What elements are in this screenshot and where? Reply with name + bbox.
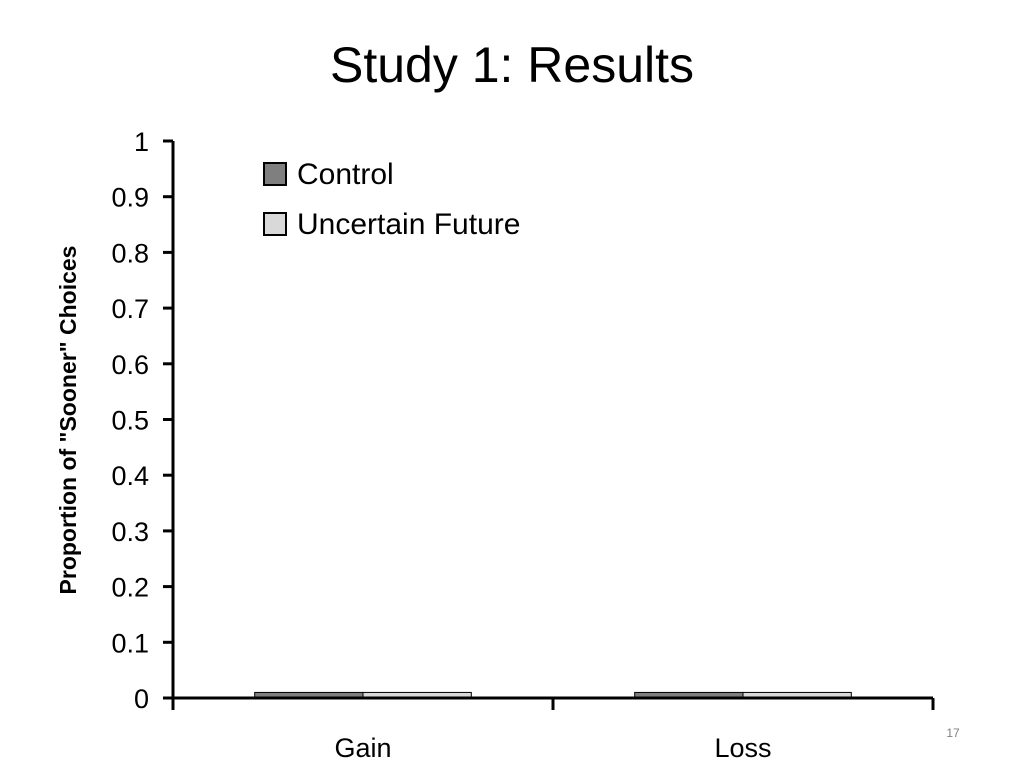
slide-title: Study 1: Results	[329, 37, 695, 93]
legend-label: Control	[297, 158, 394, 191]
legend-swatch	[263, 162, 287, 186]
chart-legend: Control Uncertain Future	[263, 158, 520, 241]
y-tick-label: 0.2	[111, 573, 149, 603]
y-tick-label: 0.1	[111, 628, 149, 658]
legend-label: Uncertain Future	[297, 208, 520, 241]
y-tick-label: 1	[134, 127, 149, 157]
y-tick-label: 0.3	[111, 517, 149, 547]
y-tick-label: 0.9	[111, 183, 149, 213]
y-tick-label: 0.5	[111, 406, 149, 436]
x-tick-label: Gain	[334, 733, 391, 763]
y-tick-label: 0.6	[111, 350, 149, 380]
y-axis-ticks: 0 0.1 0.2 0.3 0.4 0.5 0.6 0.7 0.8 0.9 1	[111, 127, 173, 714]
y-tick-label: 0	[134, 684, 149, 714]
y-tick-label: 0.7	[111, 294, 149, 324]
y-axis-title: Proportion of "Sooner" Choices	[55, 246, 81, 595]
legend-swatch	[263, 212, 287, 236]
y-tick-label: 0.4	[111, 461, 149, 491]
y-tick-label: 0.8	[111, 238, 149, 268]
x-axis-ticks: Gain Loss	[171, 698, 935, 763]
x-tick-label: Loss	[714, 733, 771, 763]
page-number: 17	[946, 726, 960, 740]
